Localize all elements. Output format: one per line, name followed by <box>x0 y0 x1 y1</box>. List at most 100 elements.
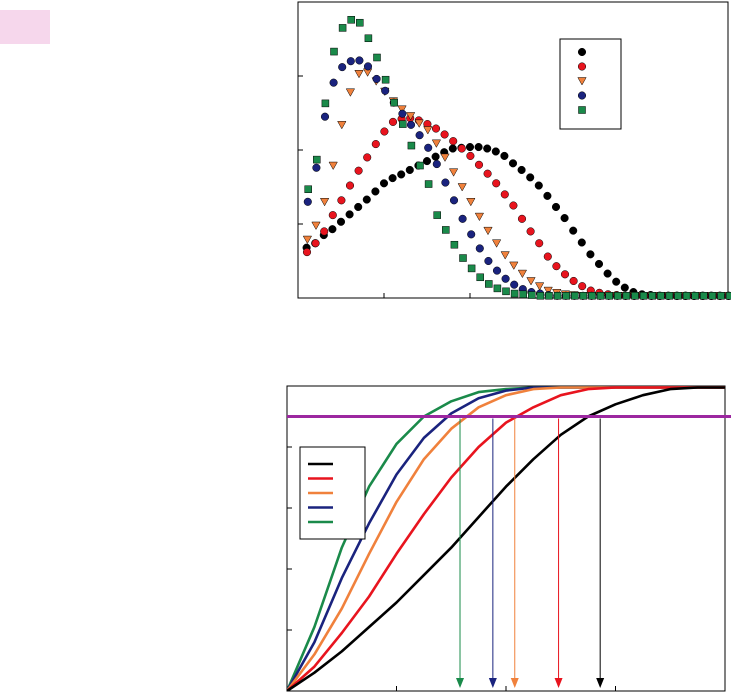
scatter-point <box>398 109 407 118</box>
scatter-point <box>338 24 347 32</box>
scatter-point <box>416 161 424 170</box>
scatter-point <box>543 286 553 296</box>
scatter-point <box>303 197 312 206</box>
scatter-point <box>526 277 536 286</box>
scatter-point <box>347 16 355 24</box>
scatter-point <box>440 153 450 162</box>
scatter-point <box>605 292 613 300</box>
scatter-point <box>338 63 347 72</box>
scatter-point <box>474 142 483 152</box>
scatter-point <box>500 151 509 160</box>
scatter-point <box>536 292 545 300</box>
scatter-point <box>405 112 416 121</box>
scatter-point <box>329 78 338 87</box>
scatter-point <box>372 74 381 84</box>
top-scatter-chart <box>297 1 731 301</box>
scatter-point <box>328 161 338 171</box>
scatter-point <box>577 238 586 247</box>
top-plot-frame <box>297 1 729 299</box>
scatter-point <box>700 292 708 300</box>
scatter-point <box>431 152 440 161</box>
scatter-point <box>674 292 682 300</box>
scatter-point <box>431 124 441 133</box>
scatter-point <box>337 196 346 205</box>
scatter-point <box>405 165 414 175</box>
series-line <box>287 386 725 691</box>
scatter-point <box>534 282 545 291</box>
scatter-point <box>345 181 355 190</box>
scatter-point <box>381 75 390 84</box>
scatter-point <box>457 183 467 192</box>
scatter-point <box>379 179 389 188</box>
scatter-point <box>397 105 407 114</box>
scatter-point <box>345 88 356 97</box>
scatter-point <box>448 168 459 177</box>
scatter-point <box>543 252 552 261</box>
top-legend-swatch <box>577 77 587 86</box>
scatter-point <box>363 62 373 71</box>
scatter-point <box>406 120 416 129</box>
scatter-point <box>474 212 485 222</box>
top-legend-swatch <box>577 62 587 71</box>
scatter-point <box>560 270 570 279</box>
scatter-point <box>594 259 604 269</box>
scatter-point <box>569 226 578 235</box>
scatter-point <box>431 139 442 148</box>
scatter-point <box>388 117 398 126</box>
arrow-head <box>456 678 465 688</box>
scatter-point <box>622 292 631 300</box>
scatter-point <box>552 262 561 271</box>
scatter-point <box>553 292 562 300</box>
scatter-point <box>475 244 484 253</box>
scatter-point <box>517 165 526 175</box>
scatter-point <box>330 47 338 56</box>
scatter-point <box>483 169 492 178</box>
scatter-point <box>491 147 500 156</box>
scatter-point <box>588 292 596 300</box>
scatter-point <box>510 280 519 289</box>
scatter-point <box>579 292 588 300</box>
scatter-point <box>448 144 457 153</box>
scatter-point <box>484 256 493 266</box>
scatter-point <box>665 292 674 300</box>
scatter-point <box>354 202 363 212</box>
scatter-point <box>442 226 450 234</box>
scatter-point <box>423 126 433 135</box>
scatter-point <box>466 151 475 160</box>
scatter-point <box>500 190 509 199</box>
scatter-point <box>631 292 639 300</box>
scatter-point <box>620 283 629 292</box>
scatter-point <box>648 292 656 300</box>
scatter-point <box>492 179 501 188</box>
scatter-point <box>449 196 459 205</box>
scatter-point <box>302 235 313 245</box>
scatter-point <box>517 214 527 223</box>
scatter-point <box>551 202 561 212</box>
scatter-point <box>528 291 536 299</box>
scatter-point <box>390 98 398 107</box>
scatter-point <box>500 251 510 260</box>
scatter-point <box>432 160 441 169</box>
scatter-point <box>493 284 502 293</box>
top-legend-swatch <box>578 106 586 114</box>
scatter-point <box>578 282 587 291</box>
scatter-point <box>509 201 518 210</box>
scatter-point <box>320 227 329 236</box>
scatter-point <box>501 274 510 283</box>
scatter-point <box>321 99 330 108</box>
scatter-point <box>397 170 406 179</box>
scatter-point <box>491 239 502 248</box>
scatter-point <box>708 292 717 300</box>
top-legend-swatch <box>577 47 587 57</box>
scatter-point <box>440 130 449 139</box>
scatter-point <box>510 289 519 298</box>
scatter-point <box>302 248 312 257</box>
scatter-point <box>603 269 612 278</box>
scatter-point <box>356 18 364 27</box>
scatter-point <box>354 166 363 175</box>
scatter-point <box>612 277 621 286</box>
scatter-point <box>691 292 699 300</box>
scatter-point <box>354 70 364 79</box>
scatter-point <box>441 178 450 187</box>
scatter-point <box>526 173 535 182</box>
